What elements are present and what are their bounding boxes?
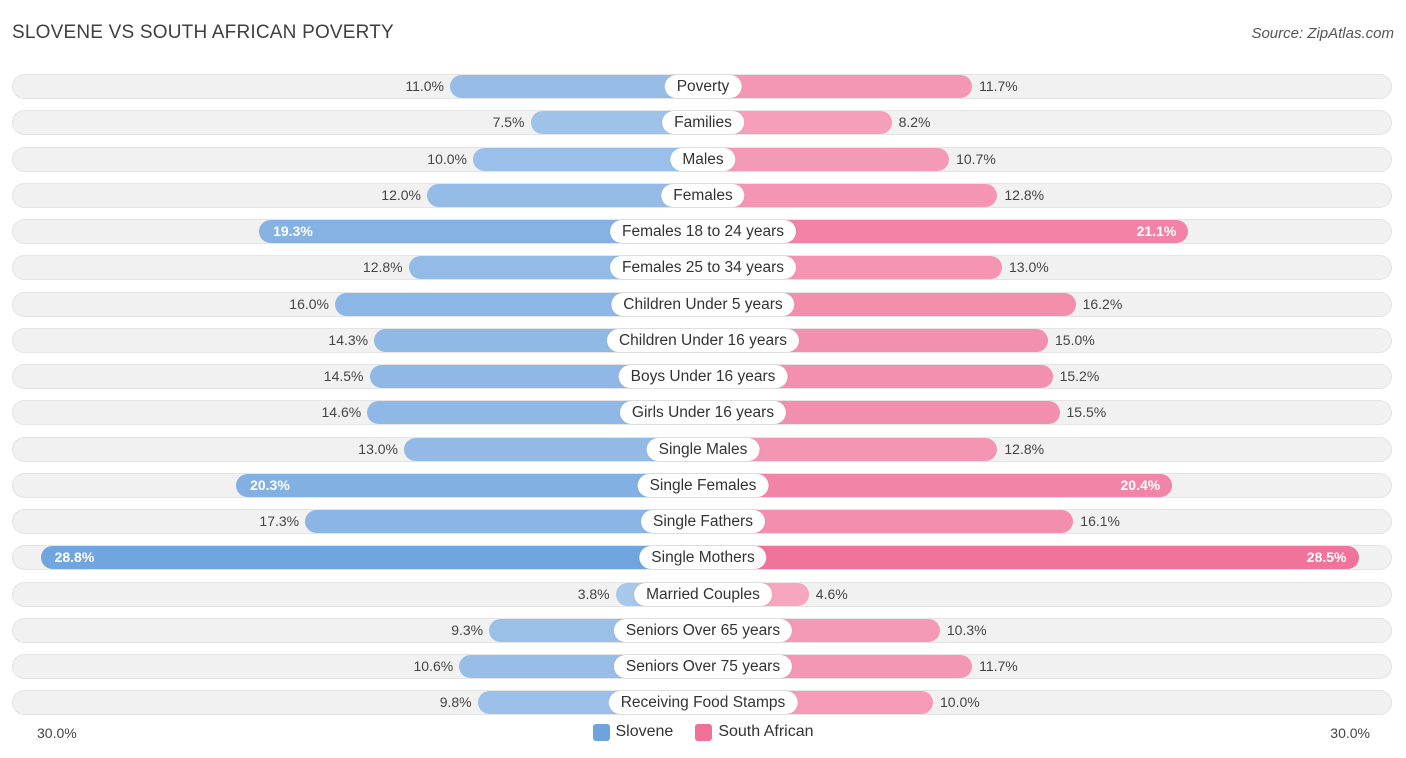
- bar-south-african-poverty: [703, 75, 973, 98]
- value-label-slovene-females: 12.0%: [381, 187, 421, 203]
- bar-slovene-families: [530, 111, 703, 134]
- source-note: Source: ZipAtlas.com: [1251, 25, 1394, 42]
- value-label-south-african-families: 8.2%: [898, 114, 931, 130]
- bar-south-african-single-fathers: [703, 510, 1074, 533]
- legend-item-south-african: South African: [695, 723, 814, 741]
- category-label-males: Males: [670, 148, 736, 171]
- bar-south-african-females-18-to-24-years: [703, 220, 1189, 243]
- bar-south-african-males: [703, 148, 950, 171]
- bar-slovene-girls-under-16-years: [367, 401, 703, 424]
- value-label-slovene-females-18-to-24-years: 19.3%: [273, 223, 313, 239]
- category-label-boys-under-16-years: Boys Under 16 years: [618, 365, 788, 388]
- bar-south-african-single-mothers: [703, 546, 1359, 569]
- category-label-children-under-5-years: Children Under 5 years: [611, 293, 795, 316]
- bar-slovene-single-males: [404, 438, 703, 461]
- value-label-slovene-receiving-food-stamps: 9.8%: [439, 694, 472, 710]
- value-label-slovene-single-fathers: 17.3%: [259, 513, 300, 529]
- value-label-south-african-poverty: 11.7%: [979, 78, 1018, 94]
- bar-slovene-single-fathers: [305, 510, 703, 533]
- legend: Slovene South African: [0, 723, 1406, 741]
- legend-label-slovene: Slovene: [615, 723, 674, 740]
- bar-south-african-females: [703, 184, 998, 207]
- value-label-slovene-girls-under-16-years: 14.6%: [321, 404, 362, 420]
- value-label-south-african-children-under-16-years: 15.0%: [1055, 332, 1095, 348]
- bar-south-african-single-females: [703, 474, 1173, 497]
- value-label-slovene-children-under-16-years: 14.3%: [328, 332, 369, 348]
- bar-slovene-females-18-to-24-years: [259, 220, 703, 243]
- value-label-slovene-females-25-to-34-years: 12.8%: [362, 259, 403, 275]
- value-label-south-african-married-couples: 4.6%: [815, 586, 848, 602]
- category-label-females: Females: [661, 184, 745, 207]
- value-label-south-african-single-fathers: 16.1%: [1080, 513, 1120, 529]
- value-label-south-african-seniors-over-65-years: 10.3%: [946, 622, 987, 638]
- bar-slovene-single-mothers: [40, 546, 703, 569]
- bar-slovene-single-females: [236, 474, 703, 497]
- value-label-slovene-children-under-5-years: 16.0%: [289, 296, 329, 312]
- category-label-receiving-food-stamps: Receiving Food Stamps: [608, 691, 798, 714]
- category-label-seniors-over-65-years: Seniors Over 65 years: [613, 619, 793, 642]
- category-label-single-females: Single Females: [637, 474, 769, 497]
- value-label-slovene-single-females: 20.3%: [250, 477, 290, 493]
- value-label-south-african-females: 12.8%: [1004, 187, 1045, 203]
- category-label-females-25-to-34-years: Females 25 to 34 years: [610, 256, 796, 279]
- value-label-south-african-children-under-5-years: 16.2%: [1082, 296, 1123, 312]
- value-label-slovene-families: 7.5%: [492, 114, 525, 130]
- bar-south-african-families: [703, 111, 892, 134]
- category-label-children-under-16-years: Children Under 16 years: [606, 329, 800, 352]
- category-label-single-males: Single Males: [646, 438, 760, 461]
- legend-swatch-slovene: [592, 723, 610, 741]
- category-label-poverty: Poverty: [664, 75, 742, 98]
- bar-south-african-boys-under-16-years: [703, 365, 1053, 388]
- bar-south-african-single-males: [703, 438, 998, 461]
- value-label-slovene-boys-under-16-years: 14.5%: [323, 368, 364, 384]
- value-label-slovene-single-males: 13.0%: [358, 441, 398, 457]
- value-label-slovene-seniors-over-75-years: 10.6%: [413, 658, 454, 674]
- category-label-females-18-to-24-years: Females 18 to 24 years: [610, 220, 796, 243]
- category-label-seniors-over-75-years: Seniors Over 75 years: [613, 655, 793, 678]
- bar-slovene-poverty: [450, 75, 703, 98]
- value-label-slovene-poverty: 11.0%: [405, 78, 444, 94]
- value-label-south-african-females-25-to-34-years: 13.0%: [1009, 259, 1049, 275]
- legend-item-slovene: Slovene: [592, 723, 674, 741]
- value-label-south-african-single-males: 12.8%: [1004, 441, 1045, 457]
- value-label-south-african-single-females: 20.4%: [1120, 477, 1161, 493]
- category-label-families: Families: [662, 111, 744, 134]
- bar-south-african-girls-under-16-years: [703, 401, 1060, 424]
- bar-slovene-children-under-5-years: [335, 293, 703, 316]
- category-label-single-mothers: Single Mothers: [639, 546, 767, 569]
- category-label-married-couples: Married Couples: [634, 583, 772, 606]
- chart-title: SLOVENE VS SOUTH AFRICAN POVERTY: [12, 22, 394, 43]
- category-label-single-fathers: Single Fathers: [641, 510, 765, 533]
- value-label-south-african-males: 10.7%: [956, 151, 996, 167]
- value-label-south-african-boys-under-16-years: 15.2%: [1059, 368, 1100, 384]
- legend-swatch-south-african: [695, 723, 713, 741]
- value-label-slovene-married-couples: 3.8%: [577, 586, 610, 602]
- value-label-south-african-single-mothers: 28.5%: [1306, 549, 1347, 565]
- axis-label-left: 30.0%: [37, 725, 77, 741]
- category-label-girls-under-16-years: Girls Under 16 years: [619, 401, 787, 424]
- value-label-south-african-females-18-to-24-years: 21.1%: [1136, 223, 1177, 239]
- bar-slovene-males: [473, 148, 703, 171]
- bar-slovene-females: [427, 184, 703, 207]
- value-label-south-african-girls-under-16-years: 15.5%: [1066, 404, 1107, 420]
- bar-south-african-children-under-5-years: [703, 293, 1076, 316]
- value-label-south-african-seniors-over-75-years: 11.7%: [979, 658, 1018, 674]
- value-label-slovene-seniors-over-65-years: 9.3%: [451, 622, 484, 638]
- value-label-slovene-single-mothers: 28.8%: [54, 549, 95, 565]
- value-label-slovene-males: 10.0%: [427, 151, 467, 167]
- legend-label-south-african: South African: [718, 723, 814, 740]
- axis-label-right: 30.0%: [1330, 725, 1370, 741]
- value-label-south-african-receiving-food-stamps: 10.0%: [940, 694, 980, 710]
